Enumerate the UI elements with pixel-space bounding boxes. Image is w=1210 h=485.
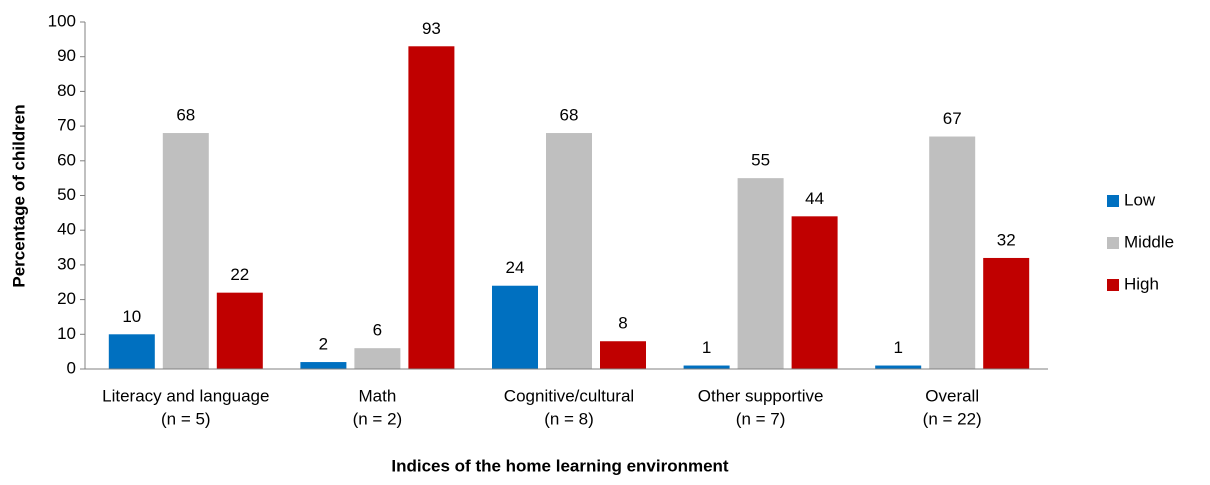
x-tick-label: (n = 22): [923, 409, 982, 428]
data-label: 10: [122, 307, 141, 326]
data-label: 68: [560, 106, 579, 125]
bar: [983, 257, 1030, 369]
x-tick-label: (n = 5): [161, 409, 211, 428]
data-label: 6: [373, 321, 382, 340]
bar: [300, 362, 347, 369]
x-tick-label: Math: [359, 386, 397, 405]
legend-label: Low: [1124, 190, 1156, 209]
bar: [492, 285, 538, 369]
data-label: 32: [997, 230, 1016, 249]
x-tick-label: Overall: [925, 386, 979, 405]
bar: [408, 46, 455, 369]
x-axis-title: Indices of the home learning environment: [391, 456, 729, 475]
bar: [875, 365, 922, 369]
data-label: 22: [230, 265, 249, 284]
y-tick-label: 100: [48, 11, 76, 30]
x-tick-label: Literacy and language: [102, 386, 269, 405]
data-label: 93: [422, 19, 441, 38]
data-label: 2: [319, 335, 328, 354]
y-tick-label: 10: [57, 324, 76, 343]
bar: [216, 292, 263, 369]
data-label: 67: [943, 109, 962, 128]
x-tick-label: (n = 2): [353, 409, 403, 428]
x-tick-label: Other supportive: [698, 386, 824, 405]
x-tick-label: (n = 7): [736, 409, 786, 428]
bar: [737, 178, 784, 369]
x-tick-label: (n = 8): [544, 409, 594, 428]
y-axis-title: Percentage of children: [9, 104, 28, 287]
y-tick-label: 30: [57, 254, 76, 273]
data-label: 55: [751, 151, 770, 170]
bar: [354, 348, 401, 369]
legend-swatch: [1107, 195, 1119, 207]
data-label: 24: [506, 258, 525, 277]
data-label: 1: [702, 338, 711, 357]
y-tick-label: 50: [57, 185, 76, 204]
legend-label: Middle: [1124, 232, 1174, 251]
y-tick-label: 0: [67, 358, 76, 377]
legend-label: High: [1124, 274, 1159, 293]
y-tick-label: 40: [57, 220, 76, 239]
data-label: 1: [893, 338, 902, 357]
bar: [108, 334, 155, 369]
legend-swatch: [1107, 237, 1119, 249]
data-label: 8: [618, 314, 627, 333]
x-tick-label: Cognitive/cultural: [504, 386, 634, 405]
data-label: 68: [176, 106, 195, 125]
y-tick-label: 20: [57, 289, 76, 308]
bar: [929, 136, 976, 369]
bar: [791, 216, 838, 369]
y-tick-label: 60: [57, 150, 76, 169]
y-tick-label: 90: [57, 46, 76, 65]
bar: [162, 133, 209, 369]
y-tick-label: 80: [57, 81, 76, 100]
bar: [546, 133, 592, 369]
bar: [600, 341, 646, 369]
data-label: 44: [805, 189, 824, 208]
bar: [683, 365, 730, 369]
legend-swatch: [1107, 279, 1119, 291]
y-tick-label: 70: [57, 116, 76, 135]
